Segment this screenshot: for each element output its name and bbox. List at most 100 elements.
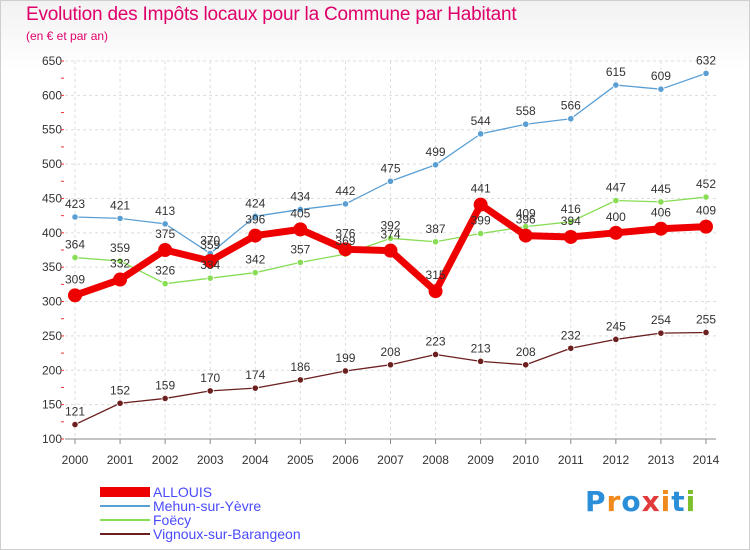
data-label-mehun-sur-yevre: 424 bbox=[245, 196, 265, 210]
data-point-allouis bbox=[113, 272, 128, 287]
legend-label: ALLOUIS bbox=[153, 484, 212, 500]
legend-label: Vignoux-sur-Barangeon bbox=[153, 526, 301, 542]
data-label-allouis: 375 bbox=[155, 227, 175, 241]
data-point-allouis bbox=[699, 219, 713, 234]
data-label-mehun-sur-yevre: 499 bbox=[426, 145, 446, 159]
data-label-foecy: 342 bbox=[245, 253, 265, 267]
data-point-foecy bbox=[161, 280, 169, 288]
data-label-vignoux-sur-barangeon: 199 bbox=[335, 351, 355, 365]
data-label-allouis: 396 bbox=[516, 213, 536, 227]
data-label-mehun-sur-yevre: 434 bbox=[290, 189, 310, 203]
data-label-vignoux-sur-barangeon: 174 bbox=[245, 368, 265, 382]
data-point-mehun-sur-yevre bbox=[251, 212, 259, 220]
data-point-vignoux-sur-barangeon bbox=[567, 344, 575, 352]
data-label-allouis: 332 bbox=[110, 257, 130, 271]
data-point-allouis bbox=[653, 221, 668, 236]
data-label-foecy: 409 bbox=[516, 207, 536, 221]
data-label-foecy: 387 bbox=[426, 222, 446, 236]
data-label-allouis: 441 bbox=[471, 182, 491, 196]
y-tick-label: 500 bbox=[42, 157, 62, 171]
x-tick-label: 2010 bbox=[512, 453, 539, 467]
y-tick-label: 200 bbox=[42, 363, 62, 377]
x-axis: 2000 2001 2002 2003 2004 2005 2006 2007 2008 2009… bbox=[62, 438, 720, 467]
data-point-vignoux-sur-barangeon bbox=[386, 361, 395, 369]
data-label-foecy: 364 bbox=[65, 238, 85, 252]
data-label-foecy: 447 bbox=[606, 181, 626, 195]
data-point-allouis bbox=[338, 242, 353, 257]
data-label-vignoux-sur-barangeon: 223 bbox=[426, 334, 446, 348]
y-tick-label: 250 bbox=[42, 329, 62, 343]
data-point-allouis bbox=[293, 222, 308, 237]
data-label-mehun-sur-yevre: 413 bbox=[155, 204, 175, 218]
data-label-foecy: 452 bbox=[696, 177, 716, 191]
data-point-mehun-sur-yevre bbox=[116, 214, 124, 222]
y-tick-label: 450 bbox=[42, 191, 62, 205]
data-point-mehun-sur-yevre bbox=[296, 205, 304, 214]
data-point-vignoux-sur-barangeon bbox=[612, 335, 620, 343]
y-tick-label: 400 bbox=[42, 226, 62, 240]
x-tick-label: 2009 bbox=[467, 453, 494, 467]
data-point-mehun-sur-yevre bbox=[567, 115, 575, 123]
legend-label: Foëcy bbox=[153, 512, 191, 528]
data-point-foecy bbox=[71, 253, 79, 262]
data-label-allouis: 400 bbox=[606, 210, 626, 224]
data-label-mehun-sur-yevre: 423 bbox=[65, 197, 85, 211]
data-point-foecy bbox=[116, 257, 124, 265]
data-point-foecy bbox=[206, 274, 214, 282]
proxiti-logo: Proxiti bbox=[585, 485, 697, 518]
y-tick-label: 300 bbox=[42, 295, 62, 309]
data-point-mehun-sur-yevre bbox=[522, 120, 530, 128]
data-point-foecy bbox=[386, 234, 395, 242]
x-tick-label: 2013 bbox=[648, 453, 675, 467]
data-label-foecy: 334 bbox=[200, 258, 220, 272]
chart-title: Evolution des Impôts locaux pour la Comm… bbox=[26, 4, 517, 25]
data-label-foecy: 392 bbox=[380, 218, 400, 232]
data-label-vignoux-sur-barangeon: 152 bbox=[110, 383, 130, 397]
data-label-allouis: 309 bbox=[65, 272, 85, 286]
data-point-foecy bbox=[296, 258, 304, 266]
data-point-foecy bbox=[567, 218, 575, 226]
data-point-vignoux-sur-barangeon bbox=[206, 387, 214, 395]
data-label-vignoux-sur-barangeon: 213 bbox=[471, 341, 491, 355]
data-point-mehun-sur-yevre bbox=[657, 85, 665, 93]
data-point-allouis bbox=[248, 228, 263, 243]
data-point-mehun-sur-yevre bbox=[71, 213, 79, 221]
x-tick-label: 2011 bbox=[558, 453, 584, 467]
data-label-vignoux-sur-barangeon: 186 bbox=[290, 360, 310, 374]
data-point-allouis bbox=[518, 228, 533, 243]
chart-subtitle: (en € et par an) bbox=[26, 29, 109, 43]
data-point-vignoux-sur-barangeon bbox=[657, 329, 665, 337]
x-tick-label: 2003 bbox=[197, 453, 224, 467]
data-label-vignoux-sur-barangeon: 255 bbox=[696, 312, 716, 326]
data-label-allouis: 405 bbox=[290, 206, 310, 220]
data-point-vignoux-sur-barangeon bbox=[71, 420, 79, 429]
legend: ALLOUISMehun-sur-YèvreFoëcyVignoux-sur-B… bbox=[100, 484, 301, 542]
data-label-vignoux-sur-barangeon: 170 bbox=[200, 371, 220, 385]
data-label-mehun-sur-yevre: 609 bbox=[651, 69, 671, 83]
data-point-allouis bbox=[158, 243, 173, 257]
y-tick-label: 100 bbox=[42, 432, 62, 446]
data-label-vignoux-sur-barangeon: 232 bbox=[561, 328, 581, 342]
y-tick-label: 150 bbox=[42, 398, 62, 412]
data-point-vignoux-sur-barangeon bbox=[431, 350, 440, 359]
data-label-allouis: 394 bbox=[561, 214, 581, 228]
data-point-allouis bbox=[68, 288, 82, 303]
data-label-allouis: 406 bbox=[651, 206, 671, 220]
data-label-allouis: 315 bbox=[426, 268, 446, 282]
data-point-allouis bbox=[428, 284, 443, 299]
data-point-allouis bbox=[608, 225, 623, 240]
data-point-allouis bbox=[383, 243, 398, 258]
data-point-foecy bbox=[251, 269, 259, 277]
data-label-foecy: 399 bbox=[471, 214, 491, 228]
data-label-foecy: 326 bbox=[155, 264, 175, 278]
data-label-vignoux-sur-barangeon: 245 bbox=[606, 319, 626, 333]
data-point-mehun-sur-yevre bbox=[702, 69, 710, 77]
data-label-allouis: 396 bbox=[245, 213, 265, 227]
data-point-foecy bbox=[431, 238, 440, 246]
data-label-mehun-sur-yevre: 632 bbox=[696, 53, 716, 67]
x-tick-label: 2007 bbox=[377, 453, 404, 467]
data-label-mehun-sur-yevre: 421 bbox=[110, 198, 130, 212]
data-label-foecy: 357 bbox=[290, 242, 310, 256]
data-point-vignoux-sur-barangeon bbox=[702, 328, 710, 337]
